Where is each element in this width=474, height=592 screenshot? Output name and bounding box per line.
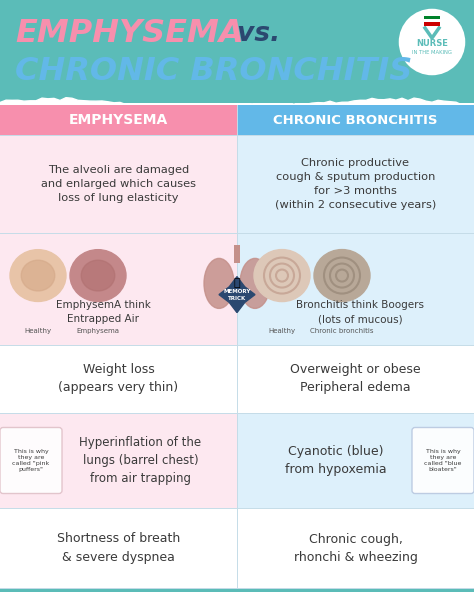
Text: Overweight or obese
Peripheral edema: Overweight or obese Peripheral edema [290,363,421,394]
Bar [424,19,440,22]
Bar [0,135,237,233]
Bar [424,22,440,26]
Bar [0,105,237,135]
FancyBboxPatch shape [0,427,62,494]
Text: EMPHYSEMA: EMPHYSEMA [69,113,168,127]
Bar [0,103,474,588]
Bar [237,105,474,135]
Ellipse shape [254,250,310,301]
Polygon shape [0,98,474,112]
Bar [0,233,237,345]
Text: Chronic bronchitis: Chronic bronchitis [310,328,374,334]
Text: CHRONIC BRONCHITIS: CHRONIC BRONCHITIS [273,114,438,127]
Ellipse shape [240,258,270,308]
Ellipse shape [21,260,55,291]
Bar [424,16,440,19]
Text: Entrapped Air: Entrapped Air [67,314,139,324]
Circle shape [397,7,467,77]
Polygon shape [219,276,255,313]
Text: Healthy: Healthy [268,328,296,334]
Ellipse shape [81,260,115,291]
Text: IN THE MAKING: IN THE MAKING [412,50,452,56]
Text: vs.: vs. [228,21,280,47]
Text: Cyanotic (blue)
from hypoxemia: Cyanotic (blue) from hypoxemia [285,445,386,476]
Text: (lots of mucous): (lots of mucous) [318,314,403,324]
Text: Chronic cough,
rhonchi & wheezing: Chronic cough, rhonchi & wheezing [293,532,418,564]
Text: EMPHYSEMA: EMPHYSEMA [15,18,244,50]
Text: Emphysema: Emphysema [76,328,119,334]
Text: Healthy: Healthy [25,328,52,334]
Ellipse shape [204,258,234,308]
Text: Hyperinflation of the
lungs (barrel chest)
from air trapping: Hyperinflation of the lungs (barrel ches… [80,436,201,485]
Bar [234,246,240,263]
Text: EmphysemA think: EmphysemA think [56,300,151,310]
Text: NURSE: NURSE [416,40,448,49]
Bar [237,233,474,345]
Ellipse shape [314,250,370,301]
Bar [237,413,474,508]
Text: This is why
they are
called "pink
puffers": This is why they are called "pink puffer… [12,449,50,472]
Text: This is why
they are
called "blue
bloaters": This is why they are called "blue bloate… [424,449,462,472]
Text: Bronchitis think Boogers: Bronchitis think Boogers [297,300,425,310]
Bar [0,508,474,588]
FancyBboxPatch shape [412,427,474,494]
Text: The alveoli are damaged
and enlarged which causes
loss of lung elasticity: The alveoli are damaged and enlarged whi… [41,165,196,203]
Bar [0,413,237,508]
Ellipse shape [10,250,66,301]
Bar [0,345,474,413]
Text: TRICK: TRICK [228,296,246,301]
Text: Weight loss
(appears very thin): Weight loss (appears very thin) [58,363,179,394]
Text: Chronic productive
cough & sputum production
for >3 months
(within 2 consecutive: Chronic productive cough & sputum produc… [275,158,436,210]
Text: CHRONIC BRONCHITIS: CHRONIC BRONCHITIS [15,56,412,88]
Text: 💡: 💡 [234,278,240,288]
Text: Shortness of breath
& severe dyspnea: Shortness of breath & severe dyspnea [57,532,180,564]
Ellipse shape [70,250,126,301]
Polygon shape [0,78,474,103]
Bar [237,135,474,233]
Text: MEMORY: MEMORY [223,289,251,294]
